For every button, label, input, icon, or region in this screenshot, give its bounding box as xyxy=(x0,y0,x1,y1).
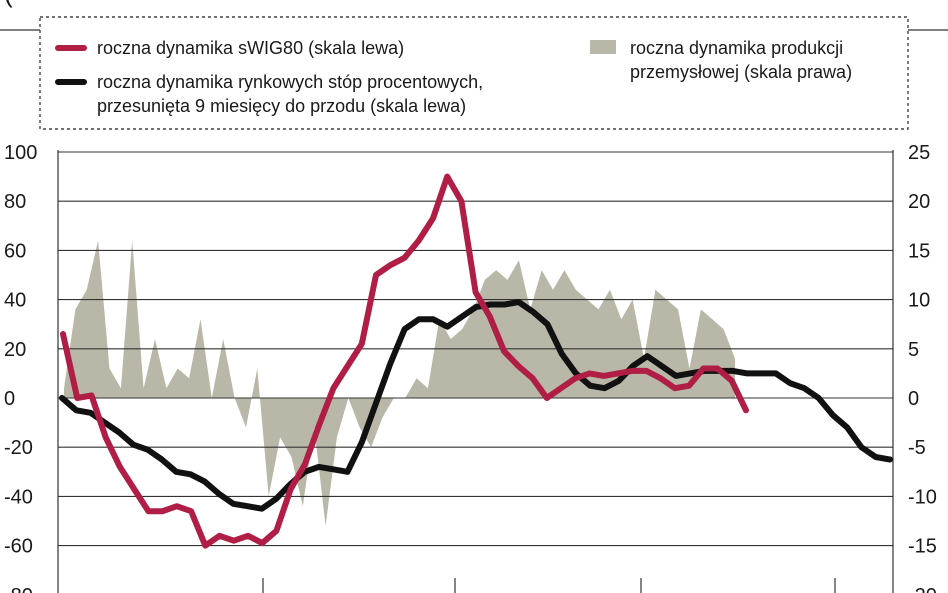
y-left-tick-label: 80 xyxy=(4,191,26,213)
y-left-tick-label: 40 xyxy=(4,290,26,312)
legend-label-swig: roczna dynamika sWIG80 (skala lewa) xyxy=(97,38,404,58)
y-left-tick-label: -60 xyxy=(4,536,33,558)
y-right-tick-label: 10 xyxy=(908,290,930,312)
y-right-tick-label: -20 xyxy=(908,585,937,593)
header-fragment: ( xyxy=(4,0,13,8)
y-right-tick-label: 0 xyxy=(908,388,919,410)
y-left-tick-label: 20 xyxy=(4,339,26,361)
y-left-tick-label: -80 xyxy=(4,585,33,593)
legend-label-production-1: roczna dynamika produkcji xyxy=(630,38,843,58)
y-right-tick-label: -5 xyxy=(908,437,926,459)
y-left-tick-label: 0 xyxy=(4,388,15,410)
y-right-tick-label: 5 xyxy=(908,339,919,361)
legend-label-rates-1: roczna dynamika rynkowych stóp procentow… xyxy=(97,72,483,92)
y-left-tick-label: 100 xyxy=(4,142,37,164)
legend-swatch-production xyxy=(590,40,616,54)
y-right-tick-label: 15 xyxy=(908,240,930,262)
legend-label-production-2: przemysłowej (skala prawa) xyxy=(630,62,852,82)
y-left-tick-label: -20 xyxy=(4,437,33,459)
y-right-tick-label: 25 xyxy=(908,142,930,164)
legend-frame xyxy=(39,16,909,130)
y-right-tick-label: 20 xyxy=(908,191,930,213)
legend: roczna dynamika sWIG80 (skala lewa) rocz… xyxy=(39,16,909,130)
plot-area: 100 80 60 40 20 0 -20 -40 -60 -80 25 20 15 10 5 0 -5 -10 -… xyxy=(4,142,937,593)
y-right-tick-label: -10 xyxy=(908,486,937,508)
legend-label-rates-2: przesunięta 9 miesięcy do przodu (skala … xyxy=(97,96,466,116)
y-left-tick-label: -40 xyxy=(4,486,33,508)
series-line-swig xyxy=(60,173,749,549)
series-line-rates xyxy=(59,299,893,512)
y-right-tick-label: -15 xyxy=(908,536,937,558)
series-area-production xyxy=(64,240,735,526)
y-left-tick-label: 60 xyxy=(4,240,26,262)
